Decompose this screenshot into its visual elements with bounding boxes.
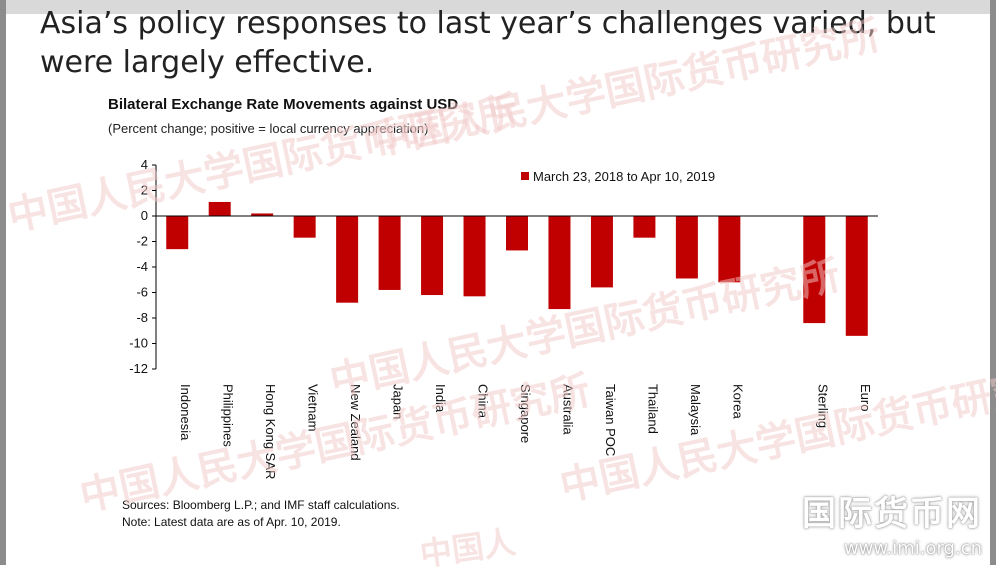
x-tick-label: Singapore <box>518 384 533 443</box>
window-top-bar <box>0 0 996 14</box>
x-tick-label: Taiwan POC <box>603 384 618 456</box>
chart-subtitle: (Percent change; positive = local curren… <box>108 121 429 136</box>
y-tick-label: -6 <box>136 285 148 300</box>
x-tick-label: Euro <box>858 384 873 411</box>
data-date-note: Note: Latest data are as of Apr. 10, 201… <box>122 515 341 529</box>
bar <box>718 216 741 283</box>
bar <box>293 216 316 238</box>
bar <box>506 216 528 251</box>
bar <box>463 216 486 297</box>
y-tick-label: -12 <box>129 361 148 376</box>
frame-left-edge <box>0 0 6 565</box>
x-tick-label: Japan <box>391 384 406 419</box>
logo: 国际货币网 <box>802 494 982 534</box>
bar <box>803 216 826 324</box>
bar <box>548 216 571 310</box>
logo-url: www.imi.org.cn <box>843 538 982 559</box>
chart-title: Bilateral Exchange Rate Movements agains… <box>108 96 459 113</box>
x-tick-label: Sterling <box>815 384 830 428</box>
bar <box>590 216 613 288</box>
x-tick-label: Malaysia <box>688 384 703 436</box>
bar <box>336 216 359 303</box>
legend-swatch <box>521 172 529 180</box>
x-tick-label: New Zealand <box>348 384 363 461</box>
bar <box>675 216 698 279</box>
x-tick-label: Philippines <box>221 384 236 447</box>
y-tick-label: 4 <box>141 157 148 172</box>
bar <box>208 201 231 216</box>
y-tick-label: 2 <box>141 183 148 198</box>
bar <box>421 216 444 296</box>
bar <box>251 213 274 216</box>
bar <box>166 216 189 250</box>
x-tick-label: Australia <box>560 384 575 435</box>
x-tick-label: Indonesia <box>178 384 193 441</box>
x-tick-label: Hong Kong SAR <box>263 384 278 479</box>
frame-right-edge <box>990 0 996 565</box>
slide-title: Asia’s policy responses to last year’s c… <box>40 6 936 80</box>
y-tick-label: -2 <box>136 234 148 249</box>
y-tick-label: -10 <box>129 336 148 351</box>
legend-label: March 23, 2018 to Apr 10, 2019 <box>533 169 715 184</box>
x-tick-label: India <box>433 384 448 413</box>
bar <box>633 216 656 238</box>
y-tick-label: 0 <box>141 208 148 223</box>
y-tick-label: -4 <box>136 259 148 274</box>
x-tick-label: China <box>476 384 491 419</box>
x-tick-label: Thailand <box>645 384 660 434</box>
bar <box>845 216 868 336</box>
bar <box>378 216 401 290</box>
sources-note: Sources: Bloomberg L.P.; and IMF staff c… <box>122 498 400 512</box>
y-tick-label: -8 <box>136 310 148 325</box>
x-tick-label: Korea <box>730 384 745 419</box>
x-tick-label: Vietnam <box>306 384 321 431</box>
chart-notes: Sources: Bloomberg L.P.; and IMF staff c… <box>122 497 400 531</box>
